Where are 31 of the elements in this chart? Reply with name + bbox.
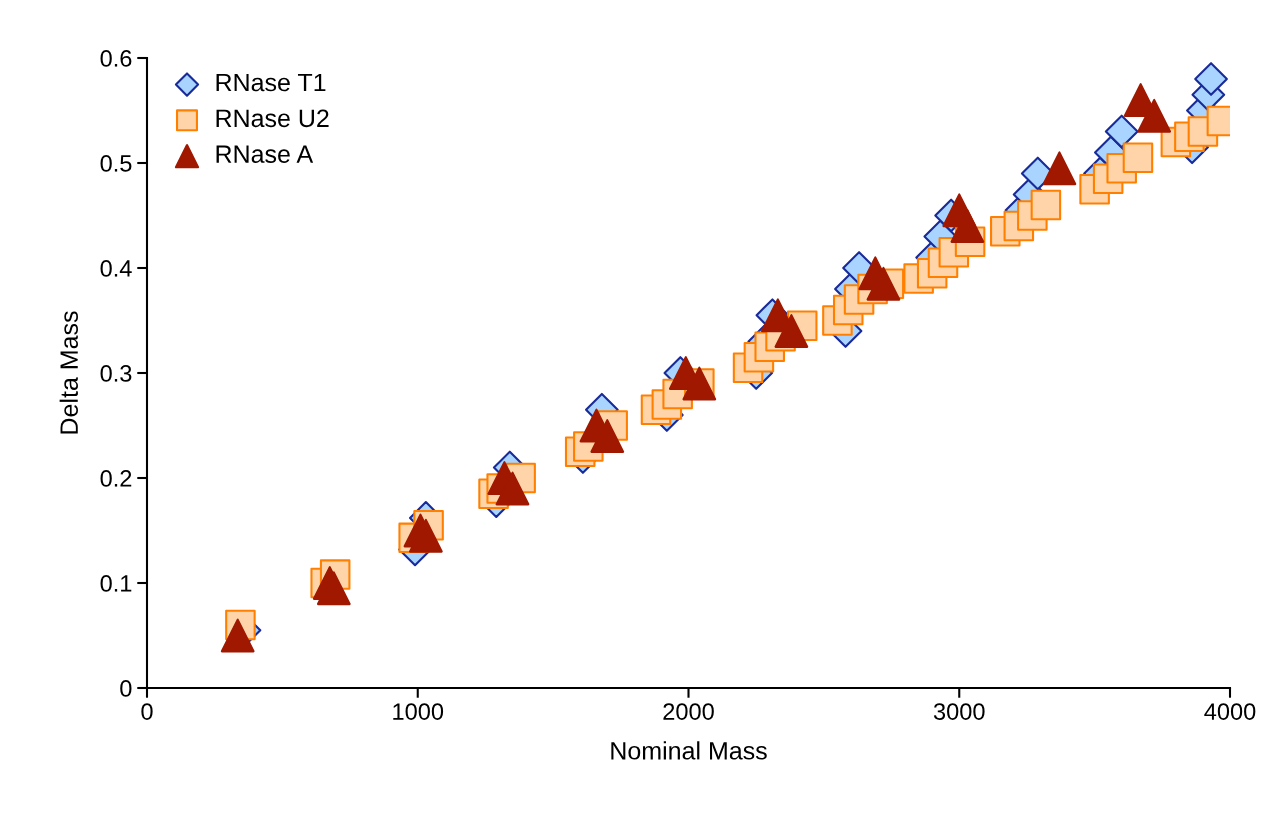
x-tick-label: 0 [141,703,153,720]
y-tick-label: 0.5 [100,155,132,172]
point [1137,98,1172,133]
point [1122,142,1154,174]
y-tick-label: 0.2 [100,470,132,487]
point [1104,114,1139,149]
x-tick-label: 3000 [933,703,985,720]
y-axis-title: Delta Mass [59,311,78,434]
point [774,314,809,348]
point [1042,151,1077,186]
y-tick-label: 0.6 [100,50,132,67]
y-tick-label: 0.3 [100,365,132,382]
legend-label: RNase A [216,145,314,163]
point [950,209,985,243]
point [220,618,255,653]
legend-label: RNase T1 [216,73,326,92]
y-tick-label: 0.1 [100,575,132,592]
x-tick-label: 4000 [1204,703,1256,720]
x-axis-title: Nominal Mass [611,741,767,760]
y-tick-label: 0.4 [100,260,132,277]
legend-label: RNase U2 [216,109,329,128]
y-tick-label: 0 [120,680,132,697]
x-tick-label: 2000 [663,703,714,720]
point [409,518,443,553]
point [495,471,530,506]
point [1194,62,1228,96]
point [316,571,351,606]
point [590,419,625,453]
x-tick-label: 1000 [393,703,444,720]
point [1030,189,1062,221]
point [866,266,901,301]
